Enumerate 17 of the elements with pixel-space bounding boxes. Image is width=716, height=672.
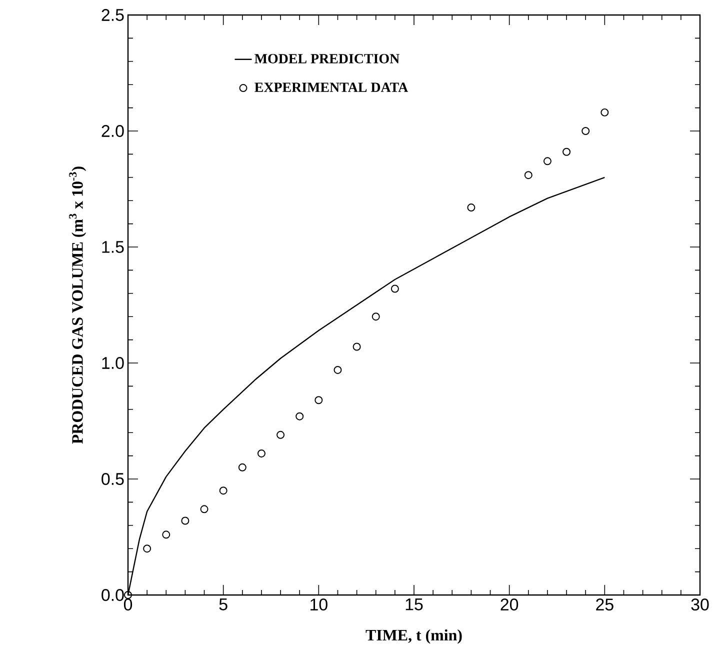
y-tick-label: 2.0	[102, 125, 124, 137]
y-tick-label: 2.5	[102, 8, 124, 21]
legend-label: MODEL PREDICTION	[254, 54, 400, 64]
x-tick-label: 0	[124, 598, 132, 611]
x-tick-label: 10	[310, 598, 328, 611]
y-tick-label: 1.5	[102, 241, 124, 253]
y-tick-label: 1.0	[102, 357, 124, 369]
x-tick-label: 20	[500, 598, 518, 611]
x-tick-label: 15	[406, 598, 423, 610]
x-tick-label: 5	[219, 598, 228, 610]
x-tick-label: 25	[596, 598, 614, 611]
x-axis-title: TIME, t (min)	[366, 629, 462, 644]
y-tick-label: 0.0	[102, 589, 124, 601]
y-axis-title: PRODUCED GAS VOLUME (m$^{3}$ x 10$^{-3}$)	[69, 166, 86, 444]
y-tick-label: 0.5	[102, 473, 124, 485]
legend-label: EXPERIMENTAL DATA	[254, 82, 408, 92]
x-tick-label: 30	[691, 598, 709, 611]
